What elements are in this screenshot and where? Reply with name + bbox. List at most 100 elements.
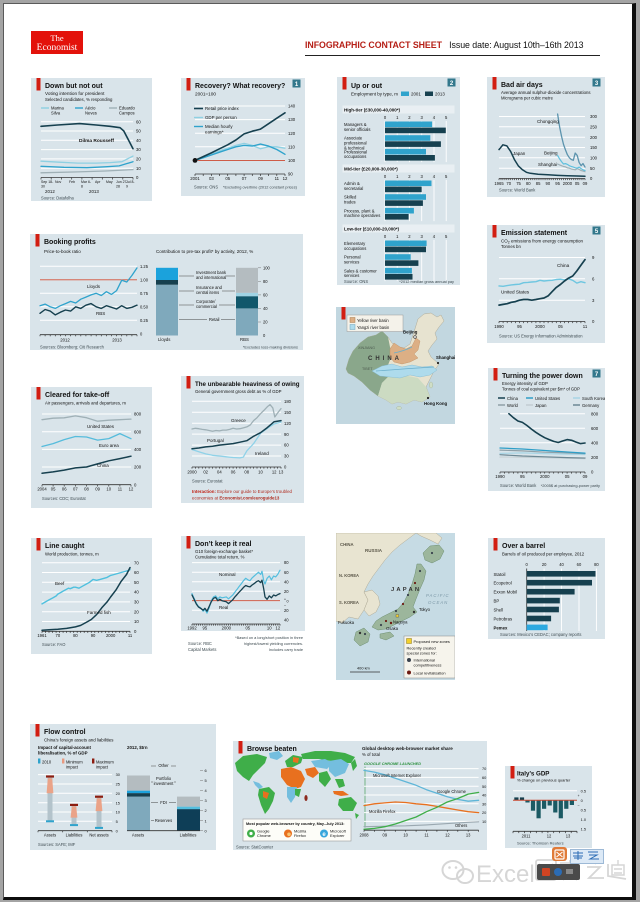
svg-text:Source: Datafolha: Source: Datafolha xyxy=(41,195,74,200)
svg-text:40: 40 xyxy=(136,137,141,142)
svg-text:Source: ONS: Source: ONS xyxy=(344,279,368,284)
svg-text:3: 3 xyxy=(421,174,424,179)
svg-text:commercial: commercial xyxy=(196,304,217,309)
svg-text:0.25: 0.25 xyxy=(140,318,149,323)
svg-text:Nominal: Nominal xyxy=(219,572,236,577)
svg-text:70: 70 xyxy=(482,766,487,771)
svg-text:Farmed fish: Farmed fish xyxy=(87,610,111,615)
svg-text:e: e xyxy=(322,832,326,838)
svg-text:Line caught: Line caught xyxy=(45,543,85,550)
svg-text:95: 95 xyxy=(517,324,522,329)
svg-text:0: 0 xyxy=(134,482,137,487)
svg-text:9: 9 xyxy=(126,184,128,188)
svg-text:200: 200 xyxy=(590,135,598,140)
svg-text:Professional: Professional xyxy=(344,149,367,154)
svg-text:International: International xyxy=(414,658,436,663)
svg-text:Germany: Germany xyxy=(582,403,600,408)
svg-text:100: 100 xyxy=(288,158,296,163)
svg-text:1: 1 xyxy=(396,234,399,239)
svg-text:Down but not out: Down but not out xyxy=(45,83,103,90)
svg-text:60: 60 xyxy=(284,443,289,448)
svg-text:11: 11 xyxy=(118,487,123,492)
svg-text:Sources: Bloomberg; Citi Resea: Sources: Bloomberg; Citi Research xyxy=(40,345,105,350)
svg-text:0: 0 xyxy=(592,319,595,324)
svg-text:Micrograms per cubic metre: Micrograms per cubic metre xyxy=(501,96,554,101)
svg-text:machine operatives: machine operatives xyxy=(344,213,380,218)
svg-text:2001=100: 2001=100 xyxy=(195,92,216,97)
svg-text:Cumulative total return, %: Cumulative total return, % xyxy=(195,555,245,560)
svg-text:& technical: & technical xyxy=(344,145,365,150)
svg-text:2000: 2000 xyxy=(222,626,232,631)
svg-text:Nagoya: Nagoya xyxy=(393,620,408,625)
svg-text:*2005$ at purchasing-power par: *2005$ at purchasing-power parity xyxy=(541,483,600,488)
svg-text:Tokyo: Tokyo xyxy=(419,607,431,612)
svg-text:400 km: 400 km xyxy=(357,666,370,671)
svg-text:Dilma Rousseff: Dilma Rousseff xyxy=(79,138,114,144)
svg-text:Voting intention for president: Voting intention for president xyxy=(45,91,105,96)
svg-text:–: – xyxy=(284,603,286,607)
svg-text:Osaka: Osaka xyxy=(386,626,399,631)
svg-text:Sources: Mexico’s CEDAC; compa: Sources: Mexico’s CEDAC; company reports xyxy=(500,632,581,637)
svg-text:0: 0 xyxy=(205,828,208,833)
svg-text:0: 0 xyxy=(581,798,584,803)
svg-text:Liabilities: Liabilities xyxy=(180,833,197,838)
svg-text:Includes carry trade: Includes carry trade xyxy=(269,647,303,652)
svg-text:2: 2 xyxy=(408,115,411,120)
svg-text:05: 05 xyxy=(575,181,580,186)
svg-text:13: 13 xyxy=(279,470,284,475)
svg-text:11: 11 xyxy=(424,832,429,837)
svg-text:10: 10 xyxy=(106,487,111,492)
svg-text:2010: 2010 xyxy=(42,760,52,765)
svg-text:1961: 1961 xyxy=(37,633,47,638)
svg-text:50: 50 xyxy=(134,580,139,585)
svg-text:10: 10 xyxy=(482,819,487,824)
svg-text:2001: 2001 xyxy=(411,92,421,97)
svg-text:2012: 2012 xyxy=(60,337,70,342)
svg-text:12: 12 xyxy=(272,470,277,475)
svg-text:High-tier (£30,000-40,000*): High-tier (£30,000-40,000*) xyxy=(344,108,401,113)
svg-text:The unbearable heaviness of ow: The unbearable heaviness of owing xyxy=(195,381,300,388)
svg-text:Chrome: Chrome xyxy=(257,833,271,838)
svg-text:2012: 2012 xyxy=(45,189,55,194)
svg-text:Lloyds: Lloyds xyxy=(158,337,170,342)
svg-text:5: 5 xyxy=(595,229,599,235)
svg-text:Ireland: Ireland xyxy=(255,451,269,456)
svg-text:Personal: Personal xyxy=(344,255,361,260)
svg-text:Microsoft: Microsoft xyxy=(330,829,347,834)
svg-text:investment: investment xyxy=(154,781,175,786)
svg-text:highest/lowest yielding curren: highest/lowest yielding currencies. xyxy=(244,641,303,646)
svg-text:0: 0 xyxy=(591,470,594,475)
svg-text:120: 120 xyxy=(284,421,292,426)
svg-text:Retail price index: Retail price index xyxy=(205,106,239,111)
svg-text:180: 180 xyxy=(284,399,292,404)
svg-text:12: 12 xyxy=(547,834,552,839)
svg-text:Firefox: Firefox xyxy=(294,833,306,838)
svg-text:Japan: Japan xyxy=(513,151,526,156)
svg-text:3: 3 xyxy=(205,798,207,803)
svg-text:30: 30 xyxy=(284,454,289,459)
svg-text:occupations: occupations xyxy=(344,246,366,251)
svg-text:0.75: 0.75 xyxy=(140,291,149,296)
svg-text:12: 12 xyxy=(445,832,450,837)
svg-text:90: 90 xyxy=(288,172,293,177)
svg-text:Feb: Feb xyxy=(69,180,75,184)
svg-text:Employment by type, m: Employment by type, m xyxy=(351,92,398,97)
svg-text:1: 1 xyxy=(295,82,299,88)
svg-text:Median hourly: Median hourly xyxy=(205,124,233,129)
svg-text:Portugal: Portugal xyxy=(207,438,224,443)
svg-text:CHINA: CHINA xyxy=(368,356,402,362)
svg-text:200: 200 xyxy=(134,465,142,470)
svg-text:600: 600 xyxy=(591,426,599,431)
svg-text:3: 3 xyxy=(421,115,424,120)
svg-text:N. KOREA: N. KOREA xyxy=(339,573,359,578)
svg-text:300: 300 xyxy=(590,114,598,119)
svg-text:Recovery? What recovery?: Recovery? What recovery? xyxy=(195,83,285,90)
svg-text:05: 05 xyxy=(558,324,563,329)
svg-text:Explorer: Explorer xyxy=(330,833,345,838)
svg-text:Source: StatCounter: Source: StatCounter xyxy=(236,845,274,850)
svg-text:1.25: 1.25 xyxy=(140,264,149,269)
svg-text:central items: central items xyxy=(196,290,219,295)
svg-text:Sales & customer: Sales & customer xyxy=(344,268,377,273)
svg-text:40: 40 xyxy=(263,306,268,311)
svg-text:10: 10 xyxy=(267,626,272,631)
